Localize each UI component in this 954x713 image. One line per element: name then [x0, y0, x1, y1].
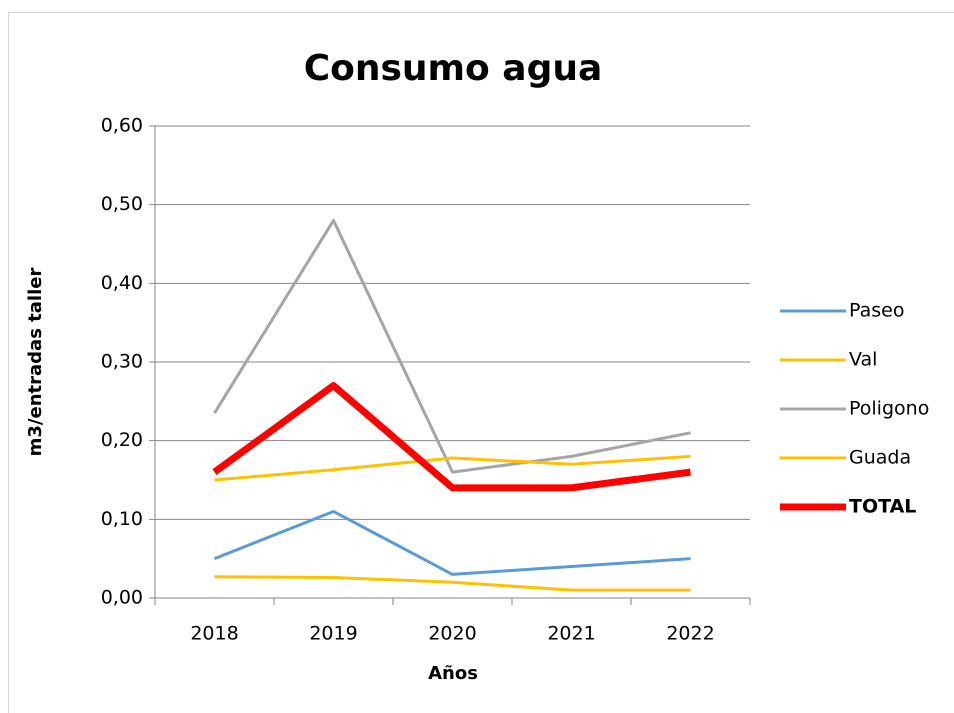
- series-line: [212, 382, 691, 492]
- x-tick-label: 2020: [428, 623, 476, 645]
- y-tick-label: 0,60: [101, 115, 143, 137]
- legend-label: Guada: [849, 447, 911, 469]
- chart-title: Consumo agua: [304, 48, 603, 89]
- y-tick-label: 0,20: [101, 429, 143, 451]
- x-axis-label: Años: [428, 663, 478, 684]
- y-tick-label: 0,50: [101, 193, 143, 215]
- legend-label: Val: [849, 349, 877, 371]
- chart-border: [8, 12, 954, 713]
- x-tick-label: 2021: [547, 623, 595, 645]
- legend-label: Paseo: [849, 300, 904, 322]
- y-axis-label: m3/entradas taller: [25, 268, 46, 457]
- y-tick-label: 0,00: [101, 587, 143, 609]
- x-tick-label: 2022: [666, 623, 714, 645]
- y-tick-label: 0,30: [101, 351, 143, 373]
- x-tick-label: 2019: [309, 623, 357, 645]
- legend-label: Poligono: [849, 398, 929, 420]
- y-tick-label: 0,10: [101, 508, 143, 530]
- series-line: [213, 218, 691, 474]
- series-line: [214, 575, 691, 592]
- y-tick-label: 0,40: [101, 272, 143, 294]
- legend-label: TOTAL: [849, 496, 916, 518]
- series-line: [214, 454, 691, 482]
- x-tick-label: 2018: [190, 623, 238, 645]
- series-line: [213, 509, 691, 576]
